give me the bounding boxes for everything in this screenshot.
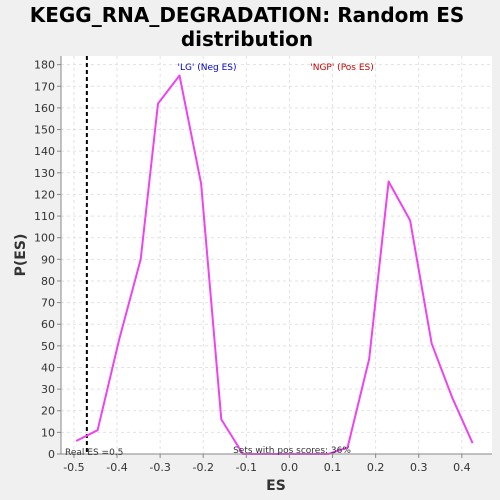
y-tick-label: 70 xyxy=(41,297,55,310)
y-tick-label: 180 xyxy=(34,59,55,72)
pos-sets-text: Sets with pos scores: 36% xyxy=(233,446,351,456)
neg-es-label: 'LG' (Neg ES) xyxy=(177,63,236,73)
chart-title-line-1: KEGG_RNA_DEGRADATION: Random ES xyxy=(30,3,465,27)
y-axis-ticks: 0 10 20 30 40 50 60 70 80 90 100 110 120 130 140 150 160… xyxy=(34,59,61,461)
real-es-text: Real ES =0.5 xyxy=(65,448,123,458)
grid-lines xyxy=(61,56,492,455)
y-tick-label: 130 xyxy=(34,167,55,180)
y-tick-label: 80 xyxy=(41,275,55,288)
y-tick-label: 30 xyxy=(41,383,55,396)
x-tick-label: 0.4 xyxy=(453,461,471,474)
y-tick-label: 60 xyxy=(41,318,55,331)
y-axis-label: P(ES) xyxy=(13,234,29,277)
y-tick-label: 150 xyxy=(34,124,55,137)
x-tick-label: -0.5 xyxy=(63,461,84,474)
x-tick-label: -0.4 xyxy=(106,461,127,474)
x-axis-label: ES xyxy=(266,478,286,494)
x-axis-ticks: -0.5 -0.4 -0.3 -0.2 -0.1 0.0 0.1 0.2 0.3 0.4 xyxy=(63,454,471,474)
x-tick-label: 0.3 xyxy=(410,461,428,474)
y-tick-label: 20 xyxy=(41,405,55,418)
y-tick-label: 100 xyxy=(34,232,55,245)
y-tick-label: 140 xyxy=(34,145,55,158)
x-tick-label: 0.0 xyxy=(281,461,299,474)
x-tick-label: 0.2 xyxy=(367,461,385,474)
y-tick-label: 10 xyxy=(41,426,55,439)
plot-area xyxy=(61,56,492,454)
y-tick-label: 0 xyxy=(48,448,55,461)
y-tick-label: 160 xyxy=(34,102,55,115)
y-tick-label: 40 xyxy=(41,361,55,374)
y-tick-label: 170 xyxy=(34,80,55,93)
y-tick-label: 110 xyxy=(34,210,55,223)
chart-title-line-2: distribution xyxy=(181,27,313,51)
y-tick-label: 90 xyxy=(41,253,55,266)
x-tick-label: -0.1 xyxy=(236,461,257,474)
y-tick-label: 120 xyxy=(34,188,55,201)
x-tick-label: 0.1 xyxy=(324,461,342,474)
y-tick-label: 50 xyxy=(41,340,55,353)
pos-es-label: 'NGP' (Pos ES) xyxy=(310,63,374,73)
x-tick-label: -0.2 xyxy=(192,461,213,474)
x-tick-label: -0.3 xyxy=(149,461,170,474)
